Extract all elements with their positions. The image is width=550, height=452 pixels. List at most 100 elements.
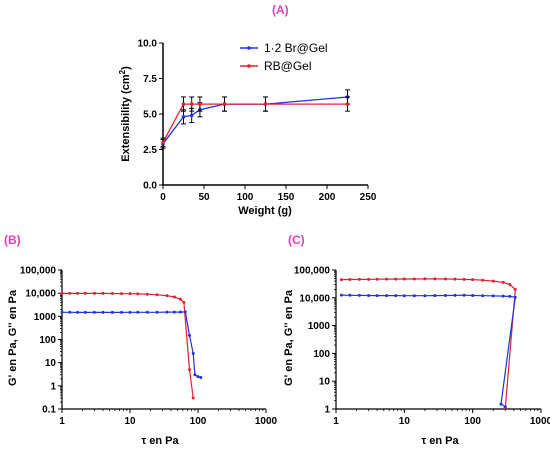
chart-c-series-1-point: [423, 294, 427, 298]
chart-b-series-0-line: [62, 292, 194, 398]
chart-c-x-tick-label: 100: [464, 416, 481, 427]
chart-c-series-1-point: [375, 294, 379, 298]
chart-a-x-tick-label: 150: [278, 192, 295, 203]
chart-c-x-tick-label: 1000: [530, 416, 550, 427]
chart-c-series-0-point: [462, 277, 466, 281]
chart-c-series-1-point: [481, 294, 485, 298]
chart-b-series-0-point: [165, 294, 169, 298]
chart-c-y-tick-label: 1000: [308, 321, 331, 332]
chart-b-series-0-point: [83, 291, 87, 295]
chart-a-series-1-point: [263, 102, 268, 106]
chart-a-x-tick-label: 250: [360, 192, 377, 203]
chart-a-x-tick-label: 50: [198, 192, 210, 203]
chart-c-series-0-point: [402, 277, 406, 281]
chart-c-series-1-point: [348, 293, 352, 297]
chart-b-series-0-point: [136, 292, 140, 296]
panel-b-label: (B): [4, 233, 21, 247]
chart-b-ylabel: G' en Pa, G'' en Pa: [7, 289, 19, 386]
chart-b-series-0-point: [101, 291, 105, 295]
chart-a-y-tick-label: 2.5: [143, 145, 157, 156]
chart-c-marks: 1 10 100 1000 1 10 100 1000 10,000 100,000: [294, 266, 550, 428]
chart-b-series-0-point: [188, 368, 192, 372]
chart-c-series-0-line: [341, 278, 516, 408]
chart-b-series-0-point: [155, 293, 159, 297]
chart-c-series-1-point: [513, 295, 517, 299]
chart-c-series-0-point: [394, 277, 398, 281]
chart-c-series-0-point: [348, 278, 352, 282]
chart-b-series-0-point: [68, 291, 72, 295]
chart-c: (C) 1 10 100 1000 1 10 100 1000 10,000 100,000 τ …: [283, 233, 550, 447]
chart-b-series-1-point: [193, 373, 197, 377]
chart-a-xlabel: Weight (g): [238, 205, 292, 217]
chart-c-series-1-point: [394, 294, 398, 298]
chart-c-y-tick-label: 10: [319, 377, 331, 388]
chart-c-series-1-point: [453, 293, 457, 297]
chart-a-series-0-point: [181, 115, 186, 119]
legend-marker-red: [247, 64, 251, 68]
chart-c-xlabel: τ en Pa: [421, 435, 459, 447]
chart-c-series-1-point: [462, 293, 466, 297]
chart-b-y-tick-label: 1: [50, 381, 56, 392]
chart-b-series-1-point: [83, 310, 87, 314]
chart-c-series-0-point: [367, 277, 371, 281]
chart-c-series-0-point: [443, 277, 447, 281]
chart-b-x-tick-label: 1000: [255, 416, 278, 427]
chart-a-y-tick-label: 7.5: [143, 74, 157, 85]
chart-c-series-0-point: [501, 280, 505, 284]
chart-c-series-1-point: [357, 293, 361, 297]
chart-b-series-1-point: [165, 310, 169, 314]
chart-c-y-tick-label: 100,000: [294, 266, 331, 277]
chart-b-series-1-point: [101, 310, 105, 314]
chart-b-y-tick-label: 100,000: [20, 266, 57, 277]
chart-c-x-tick-label: 10: [399, 416, 411, 427]
chart-b-series-1-point: [199, 375, 203, 379]
chart-a-x-tick-label: 200: [319, 192, 336, 203]
chart-c-series-1-point: [402, 294, 406, 298]
chart-c-series-1-point: [339, 293, 343, 297]
chart-b-series-0-point: [128, 292, 132, 296]
chart-a-ylabel: Extensibility (cm2): [118, 66, 132, 162]
chart-b-series-1-point: [183, 310, 187, 314]
chart-b-y-tick-label: 0.1: [42, 405, 56, 416]
chart-c-series-0-point: [453, 277, 457, 281]
chart-c-y-tick-label: 100: [313, 349, 330, 360]
chart-c-series-0-point: [385, 277, 389, 281]
panel-c-label: (C): [288, 233, 305, 247]
chart-c-series-0-point: [508, 283, 512, 287]
chart-a-y-tick-label: 5.0: [143, 110, 157, 121]
chart-b-series-1-point: [136, 310, 140, 314]
chart-a-series-1-point: [222, 102, 227, 106]
chart-a-legend: 1·2 Br@Gel RB@Gel: [240, 41, 328, 73]
chart-c-series-1-point: [412, 294, 416, 298]
chart-c-x-tick-label: 1: [333, 416, 339, 427]
chart-a-series-1-point: [345, 102, 350, 106]
chart-b-series-1-line: [62, 311, 201, 379]
chart-b-series-0-point: [145, 292, 149, 296]
chart-c-y-tick-label: 10,000: [299, 293, 330, 304]
chart-a-series-0-point: [189, 113, 194, 118]
chart-c-series-1-point: [491, 294, 495, 298]
chart-b-series-0-point: [172, 295, 176, 299]
chart-b-series-0-point: [110, 291, 114, 295]
chart-b-series-1-point: [76, 310, 80, 314]
chart-b-series-1-point: [188, 333, 192, 337]
chart-c-series-0-point: [339, 278, 343, 282]
chart-b-y-tick-label: 100: [39, 335, 56, 346]
chart-c-series-0-point: [491, 279, 495, 283]
chart-c-series-0-point: [375, 277, 379, 281]
chart-b-series-1-point: [155, 310, 159, 314]
chart-b-y-tick-label: 10,000: [25, 289, 56, 300]
chart-a-marks: 0 50 100 150 200 250 0.0 2.5 5.0 7.5 10.0: [138, 39, 377, 204]
chart-c-series-0-point: [357, 277, 361, 281]
chart-b-series-1-point: [172, 310, 176, 314]
chart-b-series-1-point: [145, 310, 149, 314]
legend-marker-blue: [247, 46, 251, 50]
chart-b-series-1-point: [60, 310, 64, 314]
chart-b-series-0-point: [182, 300, 186, 304]
chart-a-y-tick-label: 10.0: [138, 39, 158, 50]
chart-c-series-0-point: [513, 287, 517, 291]
chart-c-series-0-point: [412, 277, 416, 281]
chart-b-series-1-point: [191, 351, 195, 355]
